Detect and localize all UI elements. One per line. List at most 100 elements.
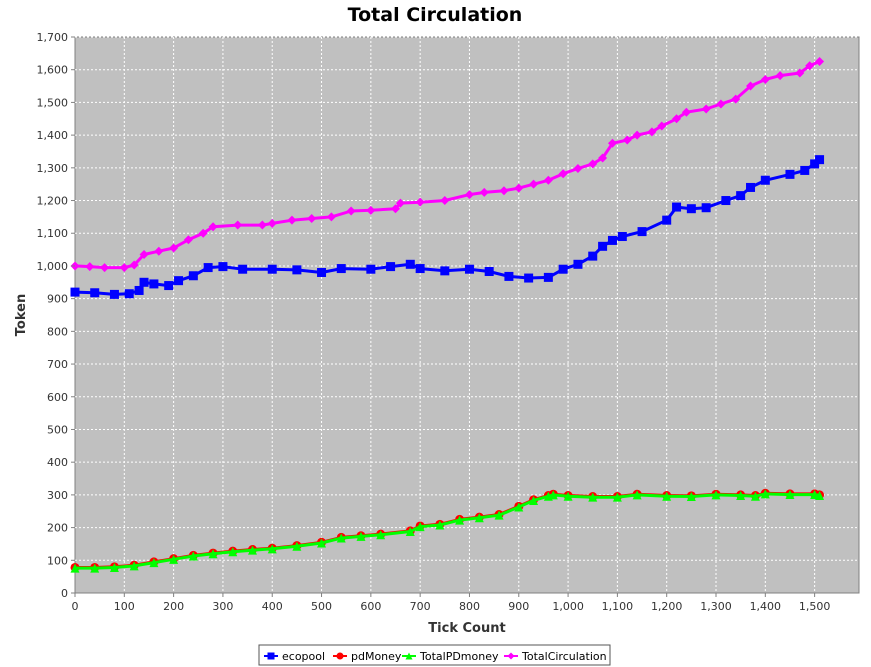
legend-label-ecopool: ecopool bbox=[282, 650, 325, 663]
data-point-ecopool bbox=[139, 277, 149, 287]
data-point-totalcirculation bbox=[795, 68, 805, 78]
data-point-ecopool bbox=[736, 191, 746, 201]
data-point-totalcirculation bbox=[346, 206, 356, 216]
data-point-totalpdmoney bbox=[70, 563, 80, 573]
data-point-totalpdmoney bbox=[760, 489, 770, 499]
data-point-totalcirculation bbox=[366, 205, 376, 215]
data-point-totalcirculation bbox=[287, 215, 297, 225]
series-layer bbox=[70, 57, 825, 573]
data-point-totalcirculation bbox=[267, 218, 277, 228]
y-tick-label: 400 bbox=[47, 456, 68, 469]
data-point-totalcirculation bbox=[716, 99, 726, 109]
data-point-ecopool bbox=[292, 265, 302, 275]
data-point-totalcirculation bbox=[464, 190, 474, 200]
x-tick-label: 400 bbox=[262, 600, 283, 613]
data-point-totalpdmoney bbox=[169, 554, 179, 564]
data-point-totalcirculation bbox=[119, 263, 129, 273]
data-point-ecopool bbox=[464, 264, 474, 274]
data-point-totalcirculation bbox=[479, 187, 489, 197]
legend-item-pdmoney: pdMoney bbox=[333, 650, 402, 663]
data-point-totalpdmoney bbox=[405, 527, 415, 537]
data-point-ecopool bbox=[662, 215, 672, 225]
data-point-ecopool bbox=[746, 182, 756, 192]
data-point-ecopool bbox=[672, 202, 682, 212]
legend-box bbox=[258, 644, 611, 666]
data-point-ecopool bbox=[504, 271, 514, 281]
legend-marker-ecopool bbox=[267, 652, 275, 660]
legend: ecopool pdMoney TotalPDmoney TotalCirculati… bbox=[264, 650, 607, 663]
data-point-totalpdmoney bbox=[711, 490, 721, 500]
data-point-totalpdmoney bbox=[494, 510, 504, 520]
data-point-totalpdmoney bbox=[588, 492, 598, 502]
y-tick-label: 800 bbox=[47, 325, 68, 338]
data-point-totalcirculation bbox=[529, 179, 539, 189]
data-point-totalcirculation bbox=[326, 212, 336, 222]
data-point-totalcirculation bbox=[760, 75, 770, 85]
data-point-totalcirculation bbox=[805, 61, 815, 71]
data-point-totalcirculation bbox=[440, 196, 450, 206]
data-point-totalpdmoney bbox=[612, 492, 622, 502]
data-point-totalpdmoney bbox=[632, 490, 642, 500]
data-point-totalcirculation bbox=[183, 235, 193, 245]
data-point-ecopool bbox=[386, 262, 396, 272]
series-totalpdmoney bbox=[70, 489, 825, 573]
data-point-ecopool bbox=[785, 169, 795, 179]
data-point-ecopool bbox=[336, 264, 346, 274]
data-point-ecopool bbox=[317, 267, 327, 277]
data-point-ecopool bbox=[484, 267, 494, 277]
data-point-totalcirculation bbox=[588, 159, 598, 169]
data-point-totalpdmoney bbox=[415, 522, 425, 532]
y-tick-label: 300 bbox=[47, 489, 68, 502]
data-point-totalcirculation bbox=[198, 228, 208, 238]
data-point-ecopool bbox=[164, 281, 174, 291]
data-point-totalpdmoney bbox=[317, 538, 327, 548]
data-point-ecopool bbox=[405, 259, 415, 269]
data-point-totalpdmoney bbox=[188, 551, 198, 561]
data-point-ecopool bbox=[588, 251, 598, 261]
data-point-totalcirculation bbox=[815, 57, 825, 67]
x-axis-label: Tick Count bbox=[428, 621, 505, 636]
data-point-totalcirculation bbox=[100, 263, 110, 273]
data-point-totalcirculation bbox=[672, 114, 682, 124]
y-tick-label: 1,500 bbox=[37, 96, 69, 109]
data-point-totalpdmoney bbox=[548, 490, 558, 500]
data-point-ecopool bbox=[203, 263, 213, 273]
data-point-ecopool bbox=[607, 235, 617, 245]
data-point-ecopool bbox=[637, 227, 647, 237]
data-point-totalcirculation bbox=[701, 104, 711, 114]
data-point-totalcirculation bbox=[415, 197, 425, 207]
data-point-ecopool bbox=[617, 232, 627, 242]
data-point-totalpdmoney bbox=[356, 531, 366, 541]
y-tick-label: 0 bbox=[61, 587, 68, 600]
data-point-ecopool bbox=[440, 266, 450, 276]
data-point-ecopool bbox=[109, 289, 119, 299]
data-point-totalcirculation bbox=[257, 220, 267, 230]
data-point-totalcirculation bbox=[543, 175, 553, 185]
data-point-totalcirculation bbox=[746, 81, 756, 91]
data-point-totalpdmoney bbox=[208, 549, 218, 559]
data-point-ecopool bbox=[149, 279, 159, 289]
data-point-ecopool bbox=[174, 276, 184, 286]
data-point-totalpdmoney bbox=[474, 513, 484, 523]
data-point-ecopool bbox=[366, 264, 376, 274]
data-point-totalpdmoney bbox=[563, 491, 573, 501]
x-tick-label: 1,100 bbox=[602, 600, 634, 613]
data-point-totalcirculation bbox=[622, 135, 632, 145]
data-point-totalcirculation bbox=[129, 260, 139, 270]
data-point-totalpdmoney bbox=[785, 490, 795, 500]
data-point-totalcirculation bbox=[169, 243, 179, 253]
data-point-totalpdmoney bbox=[686, 492, 696, 502]
data-point-totalcirculation bbox=[208, 222, 218, 232]
x-tick-label: 200 bbox=[163, 600, 184, 613]
data-point-ecopool bbox=[810, 159, 820, 169]
y-tick-label: 1,400 bbox=[37, 129, 69, 142]
series-totalcirculation bbox=[70, 57, 825, 273]
data-point-totalcirculation bbox=[154, 246, 164, 256]
data-point-ecopool bbox=[524, 273, 534, 283]
data-point-totalcirculation bbox=[139, 249, 149, 259]
data-point-totalcirculation bbox=[499, 186, 509, 196]
data-point-totalcirculation bbox=[607, 138, 617, 148]
legend-item-totalcirculation: TotalCirculation bbox=[504, 650, 607, 663]
data-point-ecopool bbox=[598, 241, 608, 251]
data-point-ecopool bbox=[134, 285, 144, 295]
